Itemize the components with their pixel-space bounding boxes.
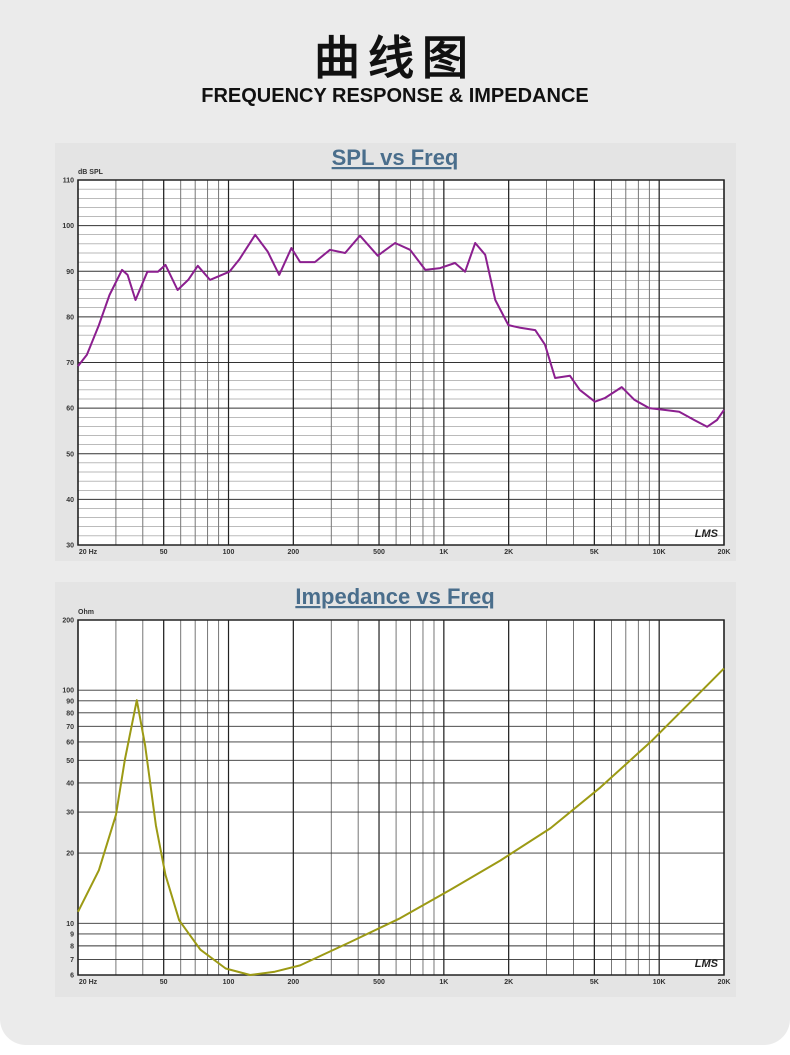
y-tick-label: 50 — [66, 451, 74, 458]
plot-border — [77, 619, 725, 976]
y-tick-label: 40 — [66, 497, 74, 504]
y-tick-label: 30 — [66, 810, 74, 817]
plot-border — [77, 179, 725, 546]
y-tick-label: 20 — [66, 851, 74, 858]
x-tick-label: 10K — [653, 979, 666, 986]
y-tick-label: 80 — [66, 710, 74, 717]
x-tick-label: 50 — [160, 979, 168, 986]
x-tick-label: 1K — [439, 549, 448, 556]
x-tick-label: 200 — [287, 979, 299, 986]
y-tick-label: 50 — [66, 758, 74, 765]
x-tick-label: 2K — [504, 979, 513, 986]
x-tick-label: 2K — [504, 549, 513, 556]
plot-area — [78, 620, 724, 975]
x-tick-label: 5K — [590, 549, 599, 556]
y-tick-label: 40 — [66, 780, 74, 787]
y-tick-label: 30 — [66, 543, 74, 550]
x-tick-label: 50 — [160, 549, 168, 556]
x-tick-label: 20K — [718, 549, 731, 556]
x-tick-label: 5K — [590, 979, 599, 986]
x-tick-label: 200 — [287, 549, 299, 556]
y-tick-label: 90 — [66, 698, 74, 705]
y-tick-label: 70 — [66, 360, 74, 367]
chart-title: SPL vs Freq — [332, 145, 459, 170]
impedance-chart: 6 7 8 9 10 20 30 40 50 60 70 80 90 100 200 20 Hz 50 100 20… — [55, 582, 736, 997]
x-tick-label: 10K — [653, 549, 666, 556]
chart-title: Impedance vs Freq — [295, 584, 494, 609]
y-tick-label: 200 — [62, 618, 74, 625]
y-tick-label: 9 — [70, 931, 74, 938]
x-tick-label: 20K — [718, 979, 731, 986]
x-tick-label: 20 Hz — [79, 979, 98, 986]
page-title: 曲线图 — [314, 32, 476, 84]
y-tick-label: 6 — [70, 973, 74, 980]
y-tick-label: 100 — [62, 223, 74, 230]
data-line — [77, 233, 725, 428]
data-line — [77, 667, 725, 976]
y-tick-label: 90 — [66, 269, 74, 276]
y-tick-label: 110 — [63, 178, 74, 185]
spl-chart: 30 40 50 60 70 80 90 100 110 20 Hz 50 100 200 500 1K 2K… — [55, 143, 736, 561]
annotation: LMS — [695, 528, 719, 540]
y-tick-label: 100 — [62, 688, 74, 695]
y-tick-label: 8 — [70, 943, 74, 950]
y-tick-label: 60 — [66, 739, 74, 746]
y-tick-label: 80 — [66, 314, 74, 321]
y-axis-label: Ohm — [78, 609, 94, 616]
x-tick-label: 100 — [223, 549, 235, 556]
y-tick-label: 7 — [70, 957, 74, 964]
annotation: LMS — [695, 958, 719, 970]
page-subtitle: FREQUENCY RESPONSE & IMPEDANCE — [201, 85, 589, 107]
x-tick-label: 500 — [373, 979, 385, 986]
x-tick-label: 1K — [439, 979, 448, 986]
x-tick-label: 20 Hz — [79, 549, 98, 556]
y-tick-label: 10 — [66, 921, 74, 928]
y-tick-label: 70 — [66, 724, 74, 731]
x-tick-label: 100 — [223, 979, 235, 986]
y-axis-label: dB SPL — [78, 169, 104, 176]
y-tick-label: 60 — [66, 406, 74, 413]
x-tick-label: 500 — [373, 549, 385, 556]
